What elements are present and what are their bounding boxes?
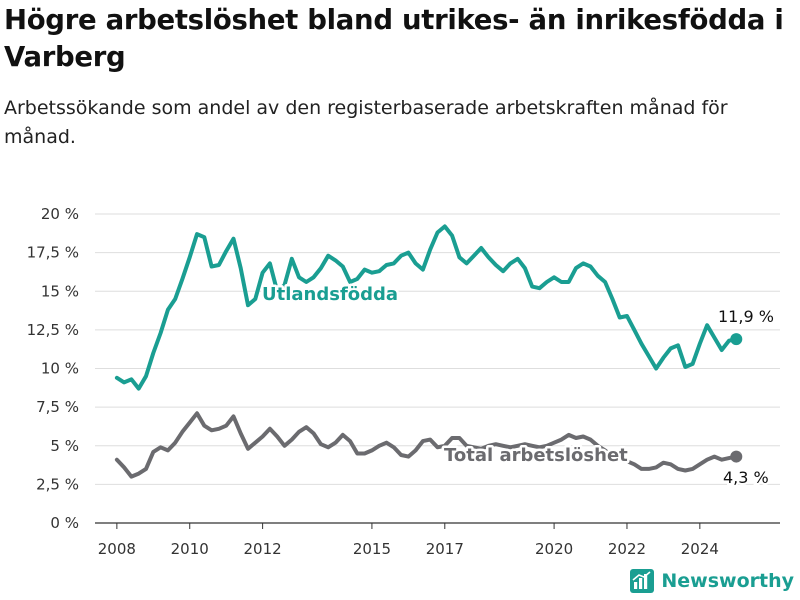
y-tick-label: 5 %	[50, 437, 79, 455]
y-tick-label: 0 %	[50, 514, 79, 532]
y-tick-label: 20 %	[41, 205, 79, 223]
x-axis-ticks: 2008 2010 2012 2015 2017 2020 2022 2024	[98, 523, 719, 558]
series-label-total: Total arbetslöshet	[444, 445, 628, 466]
page-title: Högre arbetslöshet bland utrikes- än inr…	[4, 4, 784, 73]
end-label-utlandsfodda: 11,9 %	[718, 307, 774, 326]
end-label-total: 4,3 %	[723, 468, 769, 487]
x-tick-label: 2022	[608, 540, 646, 558]
y-tick-label: 2,5 %	[36, 475, 79, 493]
series-end-point	[730, 333, 743, 346]
y-tick-label: 7,5 %	[36, 398, 79, 416]
y-tick-label: 10 %	[41, 360, 79, 378]
newsworthy-logo: Newsworthy	[629, 568, 794, 594]
x-tick-label: 2008	[98, 540, 136, 558]
page-subtitle: Arbetssökande som andel av den registerb…	[4, 97, 728, 148]
series-label-utlandsfodda: Utlandsfödda	[262, 284, 398, 305]
series-line-utlandsfodda	[114, 224, 739, 391]
x-tick-label: 2015	[353, 540, 391, 558]
newsworthy-logo-icon	[630, 569, 655, 593]
x-tick-label: 2024	[681, 540, 719, 558]
x-tick-label: 2020	[535, 540, 573, 558]
y-tick-label: 17,5 %	[27, 244, 79, 262]
series-labels: Utlandsfödda Total arbetslöshet 11,9 % 4,3 …	[260, 282, 776, 490]
series-end-point	[730, 450, 743, 463]
brand-name: Newsworthy	[661, 570, 794, 592]
x-tick-label: 2010	[171, 540, 209, 558]
x-tick-label: 2017	[426, 540, 464, 558]
x-tick-label: 2012	[244, 540, 282, 558]
gridlines	[95, 213, 780, 524]
y-axis-ticks: 0 % 2,5 % 5 % 7,5 % 10 % 12,5 % 15 % 17,5 % 20 %	[27, 205, 79, 532]
series-lines	[114, 224, 743, 479]
y-tick-label: 15 %	[41, 282, 79, 300]
series-line-total	[114, 411, 739, 479]
y-tick-label: 12,5 %	[27, 321, 79, 339]
